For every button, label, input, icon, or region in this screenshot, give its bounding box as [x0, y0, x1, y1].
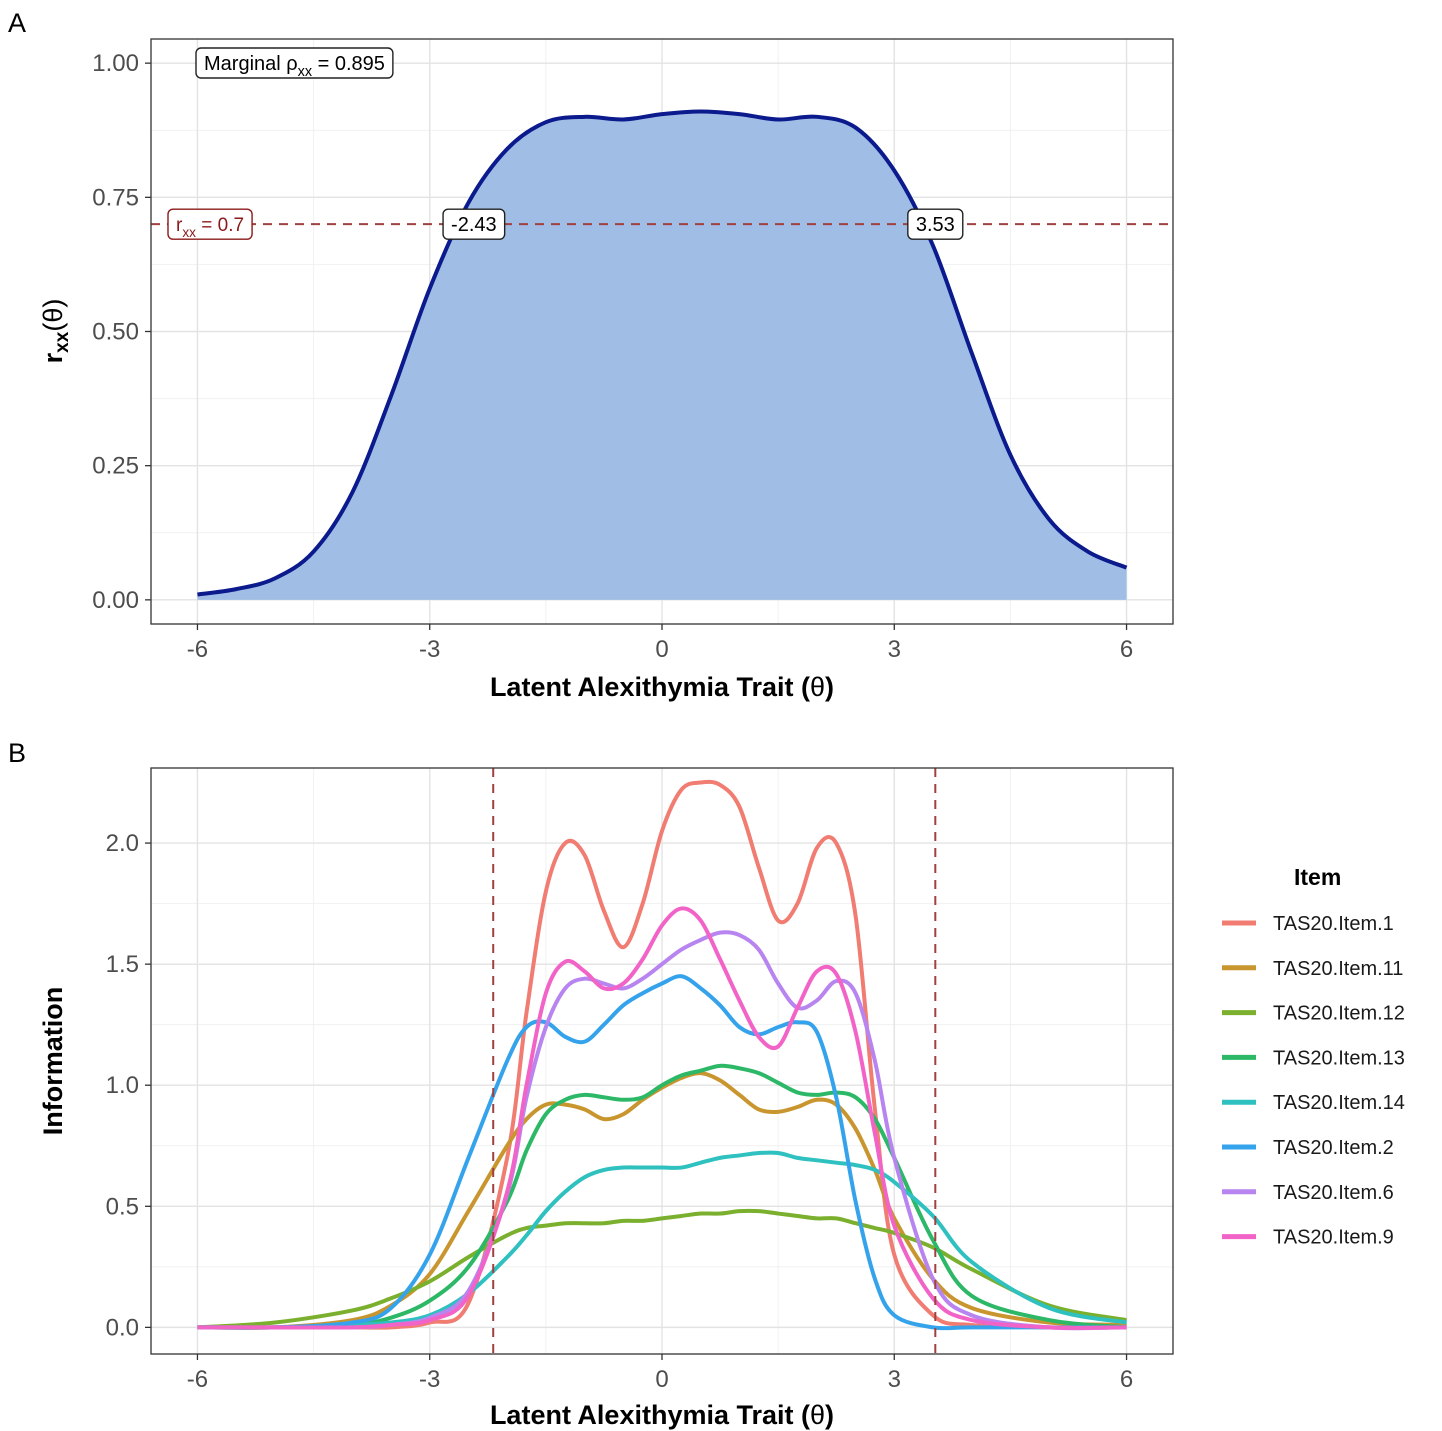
panel-b-axis-ticks: -6 -3 0 3 6 0.0 0.5 1.0 1.5 2.0 — [106, 830, 1134, 1393]
series-line-TAS20.Item.9 — [197, 906, 1127, 1330]
legend-label-TAS20.Item.2: TAS20.Item.2 — [1273, 1137, 1394, 1159]
panel-a-x-tick-label: -6 — [187, 636, 208, 663]
panel-a-y-axis-title: rxx(θ) — [38, 299, 73, 364]
reference-line-label: rxx = 0.7 — [167, 208, 253, 240]
panel-b-x-tick-label: 0 — [655, 1366, 668, 1393]
series-line-TAS20.Item.12 — [197, 1208, 1127, 1330]
x-title-text: Latent Alexithymia Trait ( — [490, 672, 810, 702]
legend-label-TAS20.Item.12: TAS20.Item.12 — [1273, 1003, 1405, 1025]
panel-b-information-chart: -6 -3 0 3 6 0.0 0.5 1.0 1.5 2.0 Latent Alexithymi… — [38, 767, 1405, 1430]
reference-line-label-text: rxx = 0.7 — [176, 215, 244, 240]
x-title-text: Latent Alexithymia Trait ( — [490, 1400, 810, 1430]
panel-a-y-tick-label: 0.00 — [92, 587, 139, 614]
panel-b-x-tick-label: -3 — [419, 1366, 440, 1393]
panel-b-y-tick-label: 2.0 — [106, 830, 139, 857]
panel-a-annotations: rxx = 0.7 -2.43 3.53 Marginal ρxx = 0.895 — [167, 47, 964, 240]
x-title-symbol: θ — [810, 672, 825, 702]
crossing-label-1-text: 3.53 — [916, 214, 955, 236]
panel-b-legend: Item TAS20.Item.1 TAS20.Item.11 TAS20.Item… — [1222, 864, 1405, 1249]
reliability-area-fill — [197, 111, 1127, 600]
reference-line-label-box — [167, 208, 253, 240]
legend-label-TAS20.Item.14: TAS20.Item.14 — [1273, 1092, 1405, 1114]
y-title-rest: (θ) — [38, 299, 68, 332]
legend-label-TAS20.Item.1: TAS20.Item.1 — [1273, 913, 1394, 935]
marginal-reliability-label: Marginal ρxx = 0.895 — [195, 47, 394, 80]
legend-label-TAS20.Item.11: TAS20.Item.11 — [1273, 958, 1403, 980]
panel-b-grid — [151, 768, 1173, 1354]
panel-a-x-tick-label: 6 — [1120, 636, 1133, 663]
panel-a-x-tick-label: -3 — [419, 636, 440, 663]
panel-a-area — [197, 109, 1128, 600]
x-title-close: ) — [825, 672, 834, 702]
panel-b-x-tick-label: -6 — [187, 1366, 208, 1393]
panel-a-x-tick-label: 3 — [888, 636, 901, 663]
y-title-sub: xx — [52, 331, 73, 353]
panel-b-threshold-lines — [492, 768, 937, 1354]
panel-b-y-tick-label: 1.0 — [106, 1072, 139, 1099]
panel-b-y-tick-label: 0.5 — [106, 1193, 139, 1220]
panel-b-y-tick-label: 1.5 — [106, 951, 139, 978]
y-title-main: r — [38, 352, 68, 363]
crossing-label-0-text: -2.43 — [451, 214, 497, 236]
x-title-close: ) — [825, 1400, 834, 1430]
panel-b-x-axis-title: Latent Alexithymia Trait (θ) — [490, 1400, 834, 1430]
panel-b-y-tick-label: 0.0 — [106, 1314, 139, 1341]
crossing-label-1-box — [907, 208, 964, 240]
panel-a-y-tick-label: 0.50 — [92, 319, 139, 346]
series-line-TAS20.Item.6 — [197, 930, 1127, 1331]
series-line-TAS20.Item.11 — [197, 1071, 1127, 1330]
panel-b-y-axis-title: Information — [38, 987, 68, 1136]
x-title-symbol: θ — [810, 1400, 825, 1430]
crossing-label-1: 3.53 — [907, 208, 964, 240]
panel-a-letter: A — [8, 8, 26, 38]
panel-a-y-tick-label: 1.00 — [92, 50, 139, 77]
panel-b-x-tick-label: 6 — [1120, 1366, 1133, 1393]
reliability-curve — [197, 109, 1128, 597]
panel-b-letter: B — [8, 738, 26, 768]
marginal-reliability-label-text: Marginal ρxx = 0.895 — [204, 53, 385, 80]
panel-b-series-lines — [197, 779, 1127, 1331]
legend-label-TAS20.Item.6: TAS20.Item.6 — [1273, 1182, 1394, 1204]
panel-a-y-tick-label: 0.75 — [92, 184, 139, 211]
series-line-TAS20.Item.2 — [197, 974, 1127, 1331]
panel-a-reliability-chart: -6 -3 0 3 6 0.00 0.25 0.50 0.75 1.00 rxx = 0.7 -2.… — [38, 38, 1174, 702]
legend-title: Item — [1294, 864, 1341, 890]
panel-a-axis-ticks: -6 -3 0 3 6 0.00 0.25 0.50 0.75 1.00 — [92, 50, 1133, 663]
crossing-label-0-box — [442, 208, 506, 240]
series-line-TAS20.Item.13 — [197, 1063, 1127, 1330]
panel-a-x-tick-label: 0 — [655, 636, 668, 663]
marginal-reliability-label-box — [195, 47, 394, 79]
panel-a-y-tick-label: 0.25 — [92, 453, 139, 480]
legend-label-TAS20.Item.13: TAS20.Item.13 — [1273, 1047, 1405, 1069]
panel-b-x-tick-label: 3 — [888, 1366, 901, 1393]
legend-label-TAS20.Item.9: TAS20.Item.9 — [1273, 1227, 1394, 1249]
crossing-label-0: -2.43 — [442, 208, 506, 240]
panel-a-x-axis-title: Latent Alexithymia Trait (θ) — [490, 672, 834, 702]
